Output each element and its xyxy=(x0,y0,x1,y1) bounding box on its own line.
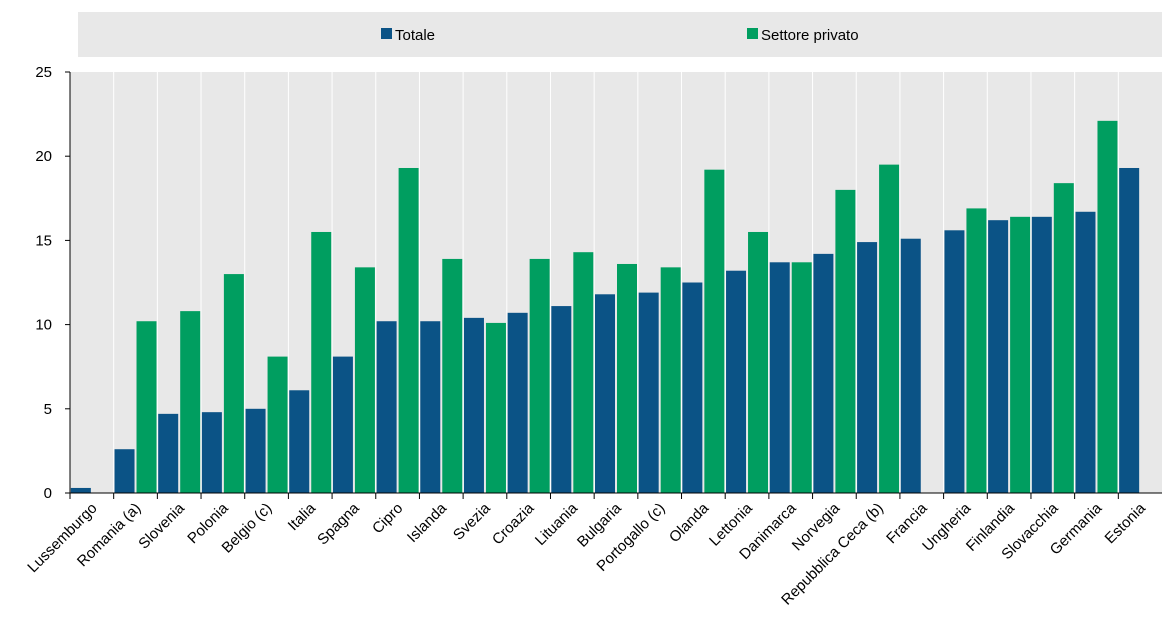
bar-settore-privato xyxy=(354,267,375,493)
bars xyxy=(70,120,1140,494)
x-tick-label: Olanda xyxy=(666,499,713,546)
bar-totale xyxy=(726,270,747,493)
y-tick-label: 0 xyxy=(44,485,52,502)
bar-totale xyxy=(289,390,310,493)
bar-settore-privato xyxy=(791,262,812,493)
bar-totale xyxy=(551,306,572,493)
x-tick-label: Svezia xyxy=(450,499,494,543)
bar-totale xyxy=(114,449,135,493)
legend: Totale Settore privato xyxy=(381,27,859,44)
bar-totale xyxy=(682,282,703,493)
bar-totale xyxy=(900,238,921,493)
bar-settore-privato xyxy=(223,274,244,493)
x-tick-label: Islanda xyxy=(404,499,451,546)
bar-settore-privato xyxy=(180,311,201,493)
x-tick-label: Croazia xyxy=(489,499,538,548)
bar-totale xyxy=(507,312,528,493)
legend-label-settore-privato: Settore privato xyxy=(761,27,859,44)
bar-totale xyxy=(158,413,179,493)
legend-label-totale: Totale xyxy=(395,27,435,44)
bar-settore-privato xyxy=(442,258,463,493)
bar-settore-privato xyxy=(573,252,594,493)
bar-totale xyxy=(1031,216,1052,493)
x-tick-label: Cipro xyxy=(369,500,406,537)
bar-totale xyxy=(245,408,266,493)
y-tick-label: 10 xyxy=(35,317,52,334)
bar-settore-privato xyxy=(966,208,987,494)
bar-settore-privato xyxy=(879,164,900,493)
bar-totale xyxy=(420,321,441,493)
bar-totale xyxy=(988,220,1009,493)
bar-totale xyxy=(70,487,91,493)
y-tick-label: 20 xyxy=(35,148,52,165)
bar-settore-privato xyxy=(485,322,506,493)
legend-swatch-settore-privato xyxy=(747,28,758,39)
bar-settore-privato xyxy=(1053,183,1074,494)
bar-totale xyxy=(463,317,484,493)
bar-settore-privato xyxy=(748,231,769,494)
x-tick-label: Spagna xyxy=(314,499,363,548)
x-tick-label: Estonia xyxy=(1102,499,1150,547)
bar-totale xyxy=(769,262,790,493)
bar-totale xyxy=(1075,211,1096,493)
bar-totale xyxy=(595,294,615,493)
bar-totale xyxy=(944,230,965,493)
y-tick-label: 25 xyxy=(35,64,52,81)
bar-totale xyxy=(376,321,397,493)
bar-totale xyxy=(201,412,222,493)
bar-settore-privato xyxy=(1010,216,1031,493)
bar-settore-privato xyxy=(529,258,550,493)
x-tick-label: Italia xyxy=(285,499,320,534)
bar-settore-privato xyxy=(617,263,637,493)
bar-settore-privato xyxy=(267,356,288,493)
bar-settore-privato xyxy=(1097,120,1118,493)
bar-totale xyxy=(857,242,878,493)
y-axis-ticks: 0 5 10 15 20 25 xyxy=(35,64,70,502)
legend-background xyxy=(78,12,1162,57)
gridlines xyxy=(113,72,1119,493)
bar-settore-privato xyxy=(660,267,681,493)
y-tick-label: 15 xyxy=(35,232,52,249)
x-tick-label: Lituania xyxy=(532,499,582,549)
bar-totale xyxy=(1119,167,1140,493)
bar-settore-privato xyxy=(835,189,856,493)
bar-settore-privato xyxy=(398,167,419,493)
bar-settore-privato xyxy=(704,169,725,493)
x-tick-label: Slovenia xyxy=(135,499,188,552)
bar-totale xyxy=(813,253,834,493)
y-tick-label: 5 xyxy=(44,401,52,418)
bar-settore-privato xyxy=(136,321,157,493)
bar-totale xyxy=(638,292,659,493)
bar-settore-privato xyxy=(311,231,332,494)
legend-swatch-totale xyxy=(381,28,392,39)
bar-totale xyxy=(332,356,353,493)
